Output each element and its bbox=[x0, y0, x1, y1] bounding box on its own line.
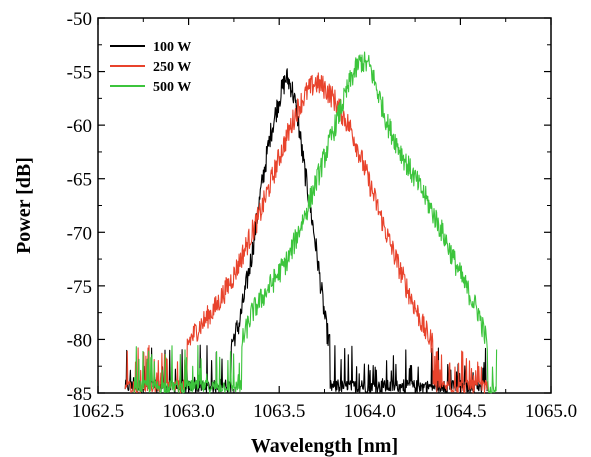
x-tick-label: 1063.5 bbox=[253, 401, 305, 422]
x-tick-label: 1063.0 bbox=[162, 401, 214, 422]
series-line-500w bbox=[133, 51, 498, 394]
y-tick-label: -50 bbox=[67, 9, 92, 30]
y-tick-label: -70 bbox=[67, 223, 92, 244]
series-line-250w bbox=[124, 72, 489, 394]
x-tick-label: 1065.0 bbox=[525, 401, 577, 422]
y-tick-label: -65 bbox=[67, 170, 92, 191]
x-tick-label: 1064.0 bbox=[344, 401, 396, 422]
y-axis-title: Power [dB] bbox=[13, 157, 35, 254]
x-tick-label: 1062.5 bbox=[72, 401, 124, 422]
y-tick-label: -80 bbox=[67, 330, 92, 351]
tick-layer: 1062.5 1063.0 1063.5 1064.0 1064.5 1065.0 -50 -… bbox=[67, 9, 577, 422]
legend-label: 100 W bbox=[153, 40, 191, 55]
legend-label: 250 W bbox=[153, 60, 191, 75]
series-layer bbox=[124, 51, 498, 394]
plot-area: 1062.5 1063.0 1063.5 1064.0 1064.5 1065.0 -50 -… bbox=[67, 9, 577, 422]
y-tick-label: -60 bbox=[67, 116, 92, 137]
legend: 100 W 250 W 500 W bbox=[110, 40, 191, 95]
legend-label: 500 W bbox=[153, 80, 191, 95]
y-tick-label: -55 bbox=[67, 63, 92, 84]
series-line-100w bbox=[124, 68, 489, 394]
x-axis-title: Wavelength [nm] bbox=[251, 435, 398, 457]
y-tick-label: -75 bbox=[67, 277, 92, 298]
x-tick-label: 1064.5 bbox=[434, 401, 486, 422]
y-tick-label: -85 bbox=[67, 384, 92, 405]
